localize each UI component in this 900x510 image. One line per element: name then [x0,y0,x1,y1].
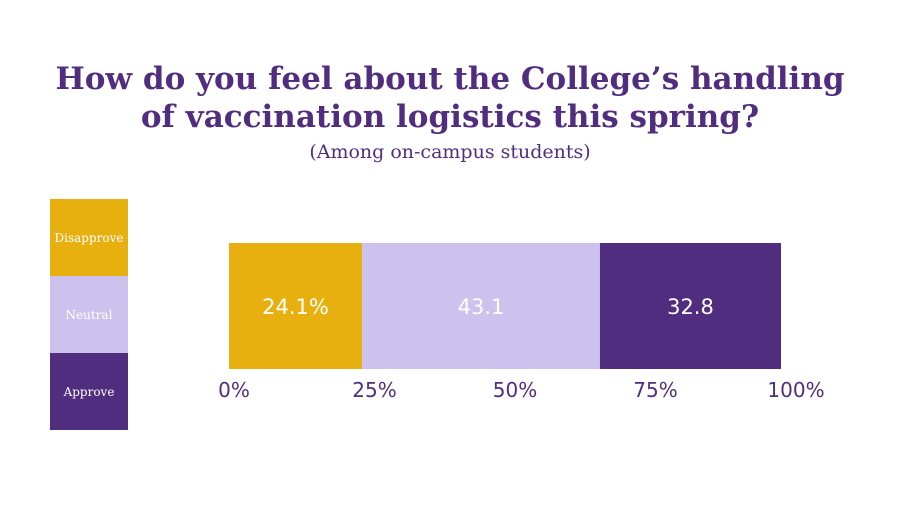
chart-subtitle: (Among on-campus students) [309,141,591,163]
x-tick-label: 100% [767,378,824,402]
data-label-disapprove: 24.1% [262,295,329,319]
bar-segment-approve [599,243,781,369]
chart-title-line-1: How do you feel about the College’s hand… [55,61,845,97]
data-label-approve: 32.8 [667,295,714,319]
x-tick-label: 75% [633,378,677,402]
legend: Disapprove Neutral Approve [50,199,128,430]
chart-title: How do you feel about the College’s hand… [0,60,900,136]
legend-item-neutral: Neutral [50,276,128,353]
legend-item-disapprove: Disapprove [50,199,128,276]
x-tick-label: 25% [352,378,396,402]
data-label-neutral: 43.1 [458,295,505,319]
bar-segment-disapprove [229,243,363,369]
bar-segment-neutral [362,243,600,369]
x-tick-label: 50% [493,378,537,402]
legend-item-approve: Approve [50,353,128,430]
chart-title-line-2: of vaccination logistics this spring? [140,99,760,135]
x-tick-label: 0% [218,378,250,402]
